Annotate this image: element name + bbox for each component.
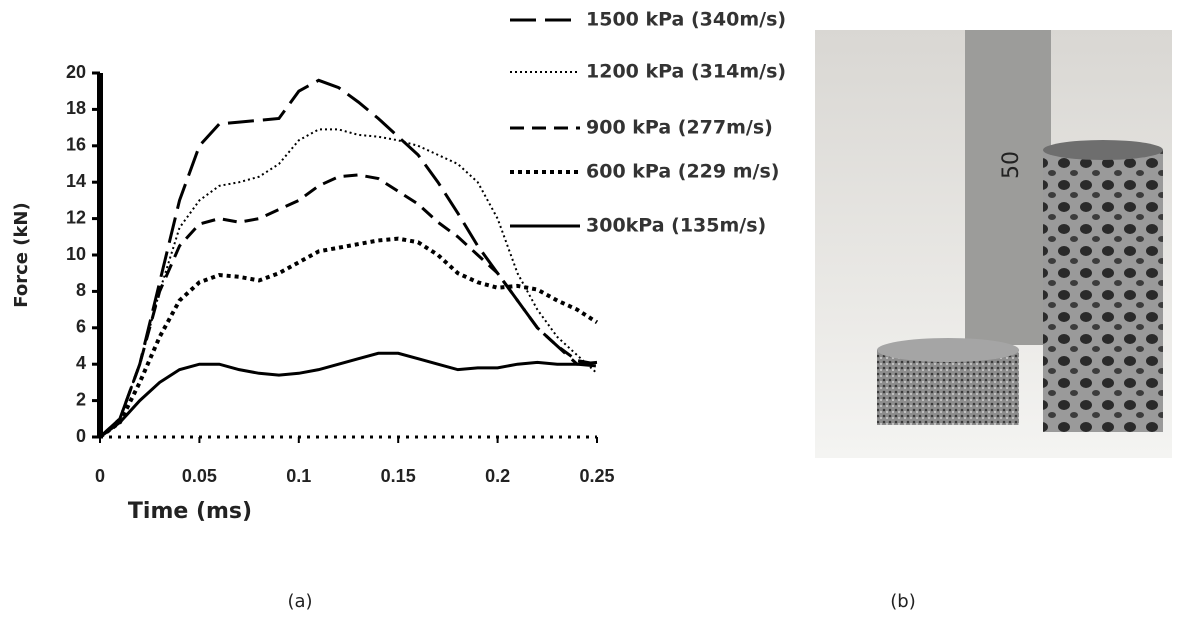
y-tick-label: 20 xyxy=(66,62,86,82)
ruler xyxy=(965,30,1051,345)
y-tick-label: 10 xyxy=(66,244,86,264)
foam-cylinder-top xyxy=(1043,140,1163,160)
x-tick-label: 0.1 xyxy=(286,466,311,486)
x-tick-label: 0.25 xyxy=(579,466,614,486)
legend-label: 900 kPa (277m/s) xyxy=(586,117,773,139)
legend-label: 1500 kPa (340m/s) xyxy=(586,9,786,31)
x-tick-label: 0 xyxy=(95,466,105,486)
legend-label: 600 kPa (229 m/s) xyxy=(586,161,779,183)
y-axis-title: Force (kN) xyxy=(11,202,32,307)
y-tick-label: 14 xyxy=(66,171,86,191)
series-line xyxy=(99,351,598,439)
series-line xyxy=(98,173,598,439)
x-tick-label: 0.15 xyxy=(381,466,416,486)
x-axis-title: Time (ms) xyxy=(128,499,252,524)
series-line xyxy=(99,128,598,438)
ruler-label: 50 xyxy=(999,151,1024,179)
y-tick-label: 8 xyxy=(76,280,86,300)
x-tick-label: 0.05 xyxy=(182,466,217,486)
series-line xyxy=(98,78,598,439)
y-tick-label: 12 xyxy=(66,207,86,227)
y-tick-label: 18 xyxy=(66,98,86,118)
panel-label: (a) xyxy=(287,591,312,612)
y-tick-label: 6 xyxy=(76,317,86,337)
y-tick-label: 2 xyxy=(76,389,86,409)
crushed-sample-top xyxy=(877,338,1019,362)
y-tick-label: 0 xyxy=(76,426,86,446)
foam-cylinder xyxy=(1043,150,1163,432)
legend-label: 1200 kPa (314m/s) xyxy=(586,61,786,83)
photo: 50 xyxy=(815,30,1172,458)
legend-label: 300kPa (135m/s) xyxy=(586,215,766,237)
x-tick-label: 0.2 xyxy=(485,466,510,486)
series-line xyxy=(98,236,599,439)
y-tick-label: 4 xyxy=(76,353,86,373)
panel-label: (b) xyxy=(890,591,915,612)
y-tick-label: 16 xyxy=(66,135,86,155)
crushed-sample xyxy=(877,350,1019,425)
